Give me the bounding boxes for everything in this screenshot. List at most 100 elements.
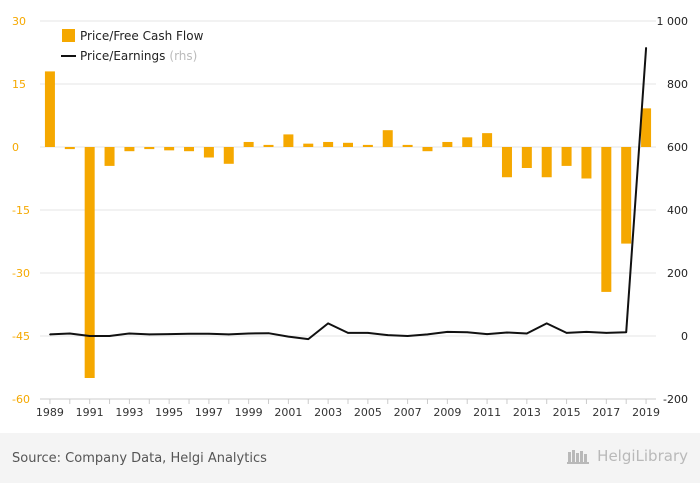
line-point <box>585 331 588 333</box>
line-point <box>526 332 528 335</box>
x-tick-label: 2011 <box>473 406 501 419</box>
line-point <box>307 338 310 340</box>
right-tick-label: 800 <box>667 78 688 91</box>
bar <box>323 141 334 147</box>
line-point <box>486 333 488 335</box>
x-tick-label: 2005 <box>354 406 382 419</box>
brand-logo: HelgiLibrary <box>567 447 688 465</box>
bar <box>124 147 135 152</box>
bar <box>144 147 155 150</box>
source-note: Source: Company Data, Helgi Analytics <box>12 451 267 466</box>
legend-label-rhs-suffix: (rhs) <box>169 49 197 63</box>
bar <box>462 137 473 147</box>
right-tick-label: 1 000 <box>657 15 689 28</box>
line-point <box>446 331 449 333</box>
line-point <box>267 332 270 334</box>
x-tick-label: 2007 <box>394 406 422 419</box>
legend: Price/Free Cash Flow Price/Earnings (rhs) <box>61 29 204 63</box>
line-point <box>367 332 369 334</box>
left-tick-label: 0 <box>12 141 19 154</box>
line-point <box>247 332 250 335</box>
left-tick-label: -60 <box>12 393 30 406</box>
line-point <box>108 335 111 337</box>
bar <box>402 144 413 147</box>
bar <box>362 144 373 147</box>
line-point <box>466 331 469 334</box>
bar <box>561 147 572 166</box>
x-tick-label: 2009 <box>433 406 461 419</box>
bar <box>44 71 55 147</box>
bar <box>641 108 652 147</box>
bar <box>541 147 552 178</box>
line-point <box>645 46 647 49</box>
line-point <box>208 332 210 335</box>
x-tick-label: 1999 <box>235 406 263 419</box>
x-tick-label: 1997 <box>195 406 223 419</box>
line-series-price-earnings <box>49 46 648 341</box>
library-icon <box>567 450 590 464</box>
left-y-axis: 30 15 0 -15 -30 -45 -60 <box>12 15 30 406</box>
x-tick-label: 2003 <box>314 406 342 419</box>
bar <box>521 147 532 168</box>
bar <box>601 147 612 292</box>
line-point <box>49 333 51 336</box>
line-point <box>565 332 568 334</box>
x-tick-label: 1995 <box>155 406 183 419</box>
left-tick-label: -45 <box>12 330 30 343</box>
left-tick-label: 30 <box>12 15 26 28</box>
line-point <box>128 332 131 335</box>
chart: 30 15 0 -15 -30 -45 -60 1 000 800 600 400 200 0 -200… <box>12 15 689 419</box>
bar <box>263 144 274 147</box>
left-tick-label: 15 <box>12 78 26 91</box>
line-point <box>347 332 349 334</box>
legend-label-price-fcf: Price/Free Cash Flow <box>80 29 204 43</box>
right-tick-label: 200 <box>667 267 688 280</box>
x-tick-label: 2019 <box>632 406 660 419</box>
bar <box>243 141 254 147</box>
bar <box>581 147 592 179</box>
legend-label-price-earnings: Price/Earnings (rhs) <box>80 49 197 63</box>
bar <box>84 147 95 378</box>
line-point <box>545 322 548 325</box>
line-point <box>287 335 290 338</box>
line-point <box>88 335 91 337</box>
line-point <box>625 331 627 334</box>
brand-name: HelgiLibrary <box>597 447 688 465</box>
line-point <box>168 333 170 335</box>
x-tick-label: 1991 <box>76 406 104 419</box>
right-tick-label: 600 <box>667 141 688 154</box>
line-point <box>406 335 409 337</box>
x-tick-label: 1989 <box>36 406 64 419</box>
line-point <box>188 332 190 335</box>
right-y-axis: 1 000 800 600 400 200 0 -200 <box>657 15 689 406</box>
bar <box>184 147 195 152</box>
bar <box>64 147 75 150</box>
bar <box>164 147 175 151</box>
line-point <box>426 333 429 336</box>
right-tick-label: -200 <box>663 393 688 406</box>
line-point <box>69 332 71 335</box>
bar <box>203 147 214 158</box>
x-axis: 1989 1991 1993 1995 1997 1999 2001 2003 2005 2007… <box>36 398 660 419</box>
bar <box>382 130 393 147</box>
price-earnings-line <box>49 47 648 341</box>
bar <box>223 147 234 164</box>
grid-lines <box>40 20 656 400</box>
left-tick-label: -15 <box>12 204 30 217</box>
bar <box>482 133 493 147</box>
legend-label-price-earnings-name: Price/Earnings <box>80 49 165 63</box>
x-tick-label: 2017 <box>592 406 620 419</box>
line-point <box>148 333 151 336</box>
footer-band <box>0 433 700 483</box>
x-tick-label: 2001 <box>274 406 302 419</box>
line-point <box>327 322 329 325</box>
right-tick-label: 400 <box>667 204 688 217</box>
x-tick-label: 2013 <box>513 406 541 419</box>
line-point <box>386 334 389 336</box>
line-point <box>506 331 508 334</box>
line-point <box>227 333 230 336</box>
bar <box>442 141 453 147</box>
legend-swatch-price-fcf <box>62 29 75 42</box>
bar <box>303 143 314 147</box>
bar <box>501 147 512 178</box>
